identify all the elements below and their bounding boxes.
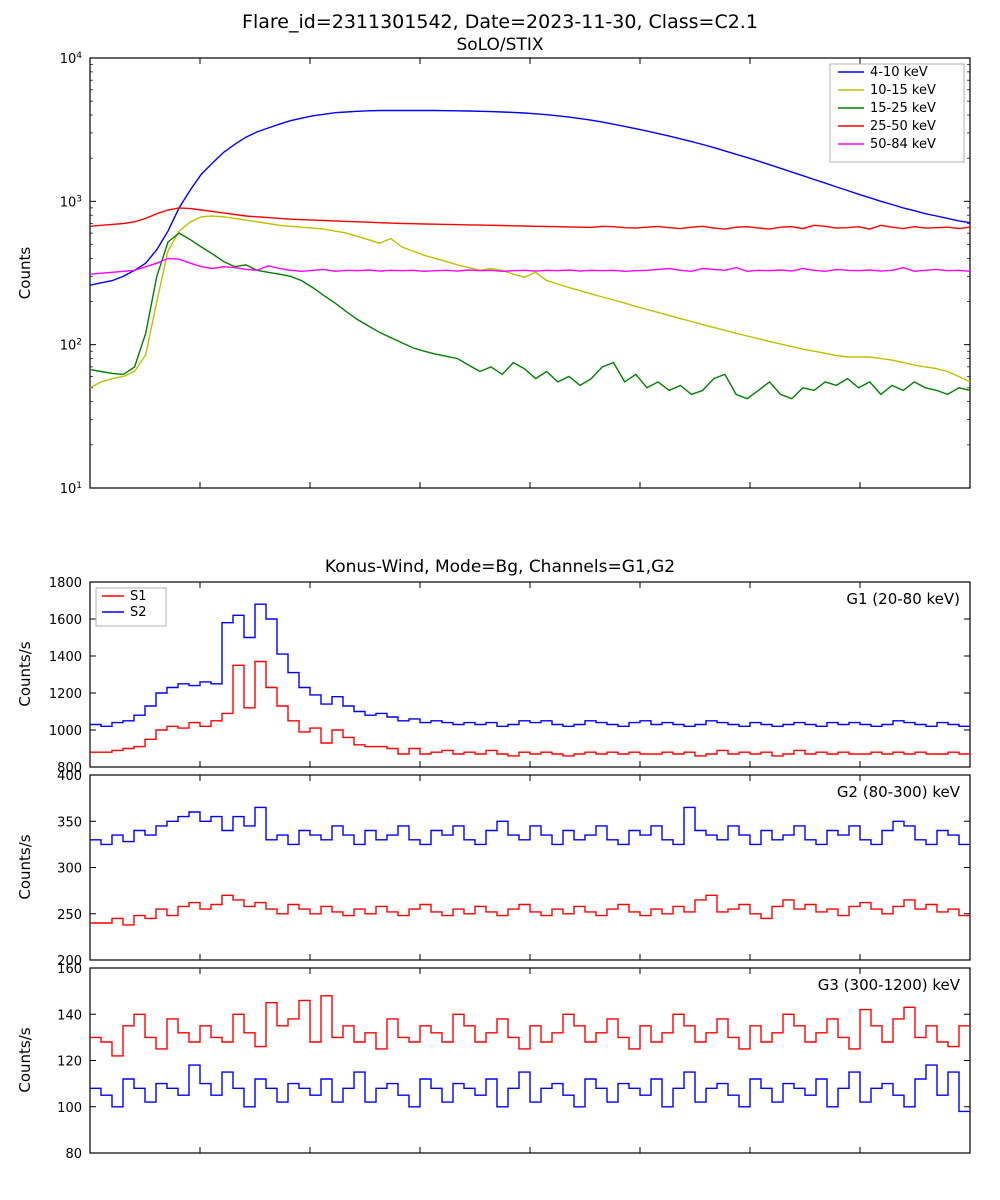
panel-g1: 80010001200140016001800 Counts/s G1 (20-… (16, 576, 970, 776)
panel3-frame (90, 775, 970, 960)
svg-text:160: 160 (57, 962, 82, 977)
panel2-ylabel: Counts/s (16, 641, 34, 706)
svg-text:1400: 1400 (49, 650, 82, 665)
svg-text:1800: 1800 (49, 576, 82, 591)
legend-label: 15-25 keV (870, 101, 936, 116)
svg-text:101: 101 (60, 481, 82, 497)
legend-label: 25-50 keV (870, 119, 936, 134)
panel2-annot: G1 (20-80 keV) (846, 590, 960, 608)
panel3-ylabel: Counts/s (16, 834, 34, 899)
svg-text:80: 80 (65, 1147, 82, 1162)
legend-label: 50-84 keV (870, 137, 936, 152)
panel-g3: 80 100 120 140 160 Counts/s G3 (300-1200) ke… (16, 962, 970, 1162)
svg-text:1600: 1600 (49, 613, 82, 628)
svg-text:250: 250 (57, 908, 82, 923)
legend-label: 10-15 keV (870, 83, 936, 98)
panel3-annot: G2 (80-300) keV (837, 783, 961, 801)
svg-text:100: 100 (57, 1101, 82, 1116)
svg-text:102: 102 (60, 338, 82, 354)
panel4-annot: G3 (300-1200) keV (818, 976, 961, 994)
panel1-ylabel: Counts (16, 247, 34, 300)
svg-text:400: 400 (57, 769, 82, 784)
svg-text:103: 103 (60, 194, 82, 210)
panel-stix: SoLO/STIX 101 102 103 104 Counts 4-10 keV 10… (16, 35, 970, 497)
panel4-ylabel: Counts/s (16, 1027, 34, 1092)
legend-label: S1 (130, 589, 147, 604)
svg-text:140: 140 (57, 1008, 82, 1023)
svg-text:1200: 1200 (49, 687, 82, 702)
legend-label: S2 (130, 605, 147, 620)
legend-label: 4-10 keV (870, 65, 928, 80)
panel2-legend: S1S2 (96, 588, 166, 626)
panel2-title: Konus-Wind, Mode=Bg, Channels=G1,G2 (325, 557, 675, 577)
svg-text:300: 300 (57, 862, 82, 877)
panel1-title: SoLO/STIX (456, 35, 543, 55)
figure: Flare_id=2311301542, Date=2023-11-30, Cl… (0, 0, 1000, 1200)
panel-g2: 200250300350400 Counts/s G2 (80-300) keV (16, 769, 970, 969)
panel1-legend: 4-10 keV 10-15 keV 15-25 keV 25-50 keV 50-84… (830, 64, 964, 162)
svg-text:1000: 1000 (49, 724, 82, 739)
main-title: Flare_id=2311301542, Date=2023-11-30, Cl… (242, 11, 758, 33)
panel4-frame (90, 968, 970, 1153)
svg-text:350: 350 (57, 815, 82, 830)
svg-text:120: 120 (57, 1055, 82, 1070)
figure-svg: Flare_id=2311301542, Date=2023-11-30, Cl… (0, 0, 1000, 1200)
svg-text:104: 104 (60, 51, 83, 67)
